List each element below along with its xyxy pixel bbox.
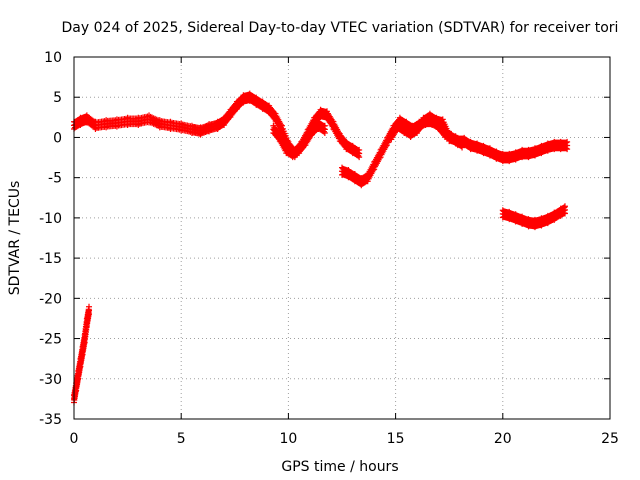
data-point bbox=[278, 122, 285, 129]
y-tick-label: 10 bbox=[44, 50, 62, 66]
data-point bbox=[439, 116, 446, 123]
chart-title: Day 024 of 2025, Sidereal Day-to-day VTE… bbox=[62, 20, 619, 36]
series-recovery-upper-branch bbox=[388, 110, 466, 151]
data-point bbox=[561, 210, 568, 217]
data-point bbox=[86, 311, 93, 318]
data-point bbox=[370, 167, 377, 174]
data-point bbox=[564, 138, 571, 145]
y-tick-label: -25 bbox=[39, 332, 62, 348]
data-point bbox=[278, 121, 285, 128]
x-tick-label: 20 bbox=[494, 431, 512, 447]
y-axis-label: SDTVAR / TECUs bbox=[7, 181, 23, 296]
y-tick-label: -15 bbox=[39, 251, 62, 267]
x-axis-label: GPS time / hours bbox=[281, 459, 398, 475]
y-tick-label: -30 bbox=[39, 372, 62, 388]
data-point bbox=[561, 203, 568, 210]
x-tick-label: 5 bbox=[177, 431, 186, 447]
y-tick-label: 0 bbox=[53, 130, 62, 146]
data-point bbox=[563, 145, 570, 152]
series-initial-ramp bbox=[71, 303, 93, 406]
data-point bbox=[321, 122, 328, 129]
x-tick-label: 0 bbox=[70, 431, 79, 447]
data-point bbox=[459, 137, 466, 144]
y-tick-label: 5 bbox=[53, 90, 62, 106]
data-point bbox=[356, 146, 363, 153]
x-tick-label: 25 bbox=[601, 431, 619, 447]
axis-ticks: 0 5 10 15 20 25 10 5 0 -5 -10 -15 -20 -25 -30 -35 bbox=[39, 50, 619, 447]
data-point bbox=[564, 146, 571, 153]
y-tick-label: -35 bbox=[39, 412, 62, 428]
data-point bbox=[459, 144, 466, 151]
grid-lines bbox=[74, 57, 610, 419]
y-tick-label: -5 bbox=[48, 171, 62, 187]
data-point bbox=[376, 155, 383, 162]
y-tick-label: -10 bbox=[39, 211, 62, 227]
data-point bbox=[563, 139, 570, 146]
x-tick-label: 15 bbox=[387, 431, 405, 447]
data-point bbox=[383, 143, 390, 150]
series-lower-arc bbox=[499, 203, 568, 231]
data-point bbox=[329, 118, 336, 125]
x-tick-label: 10 bbox=[279, 431, 297, 447]
data-point bbox=[86, 303, 93, 310]
data-point bbox=[356, 154, 363, 161]
y-tick-label: -20 bbox=[39, 291, 62, 307]
plot-frame bbox=[73, 56, 611, 420]
data-points bbox=[71, 90, 571, 406]
series-main-lower-branch bbox=[270, 118, 328, 161]
data-point bbox=[321, 130, 328, 137]
